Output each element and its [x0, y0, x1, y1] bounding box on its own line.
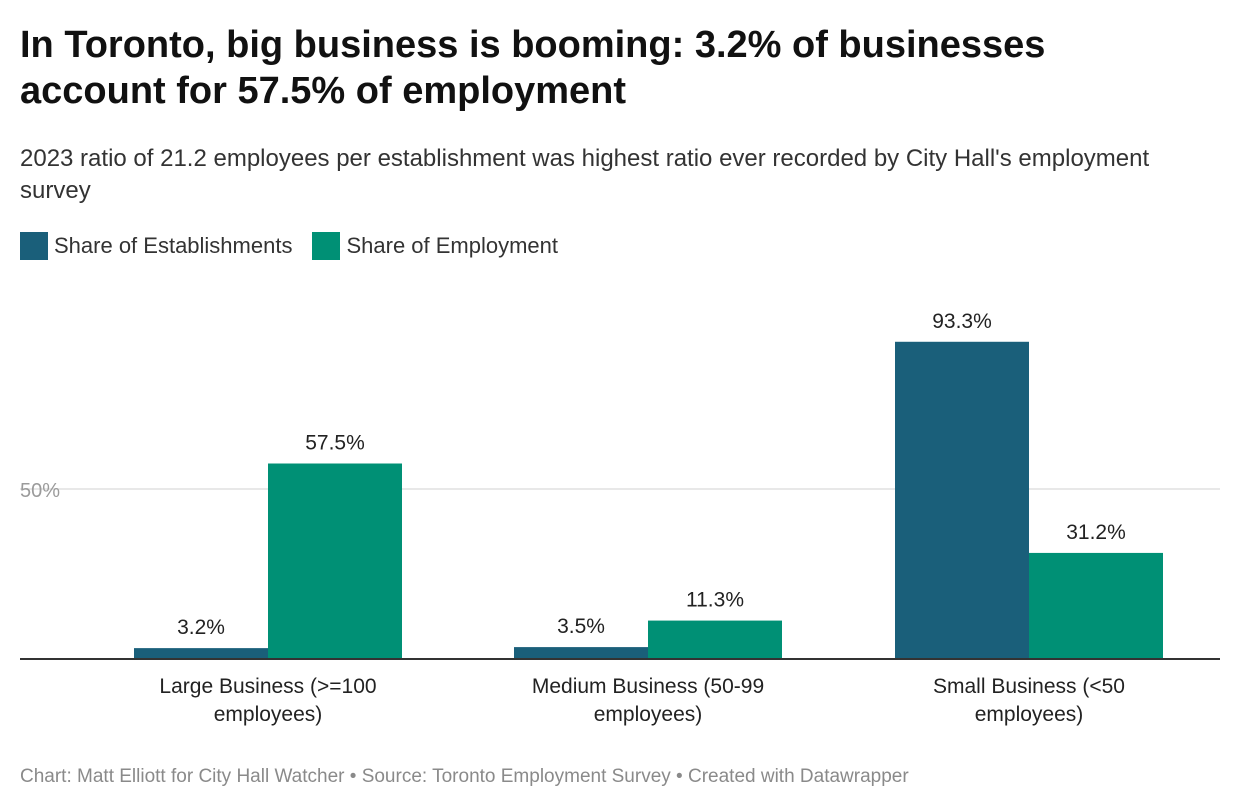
data-label-employment-1: 11.3% [686, 589, 744, 612]
bar-establishments-0 [134, 648, 268, 659]
data-label-employment-2: 31.2% [1066, 521, 1126, 544]
bar-employment-1 [648, 620, 782, 659]
x-tick-label-2-line-0: Small Business (<50 [933, 675, 1125, 698]
legend-item-employment: Share of Employment [312, 232, 558, 260]
legend-swatch-employment [312, 232, 341, 260]
bar-establishments-2 [895, 341, 1029, 659]
y-tick-label-0: 50% [20, 480, 60, 502]
legend-label-establishments: Share of Establishments [54, 233, 293, 258]
chart-subtitle: 2023 ratio of 21.2 employees per establi… [20, 145, 1150, 204]
chart-title: In Toronto, big business is booming: 3.2… [20, 24, 1046, 112]
legend-swatch-establishments [20, 232, 48, 260]
x-tick-label-2-line-1: employees) [975, 703, 1084, 726]
bar-chart: 50% 3.2% 3.5% 93.3% 57.5% 11.3% 31.2% Large Bus… [20, 310, 1220, 726]
x-tick-label-0-line-0: Large Business (>=100 [159, 675, 376, 698]
x-tick-label-1-line-1: employees) [594, 703, 703, 726]
bar-employment-2 [1029, 552, 1163, 659]
legend-label-employment: Share of Employment [346, 233, 559, 258]
chart-footer: Chart: Matt Elliott for City Hall Watche… [20, 766, 909, 787]
bar-establishments-1 [514, 647, 648, 659]
legend: Share of Establishments Share of Employm… [20, 231, 578, 261]
legend-item-establishments: Share of Establishments [20, 232, 292, 260]
bar-employment-0 [268, 463, 402, 659]
data-label-establishments-0: 3.2% [177, 616, 225, 639]
x-tick-label-0-line-1: employees) [214, 703, 323, 726]
x-tick-label-1-line-0: Medium Business (50-99 [532, 675, 764, 698]
data-label-establishments-1: 3.5% [557, 615, 605, 638]
data-label-establishments-2: 93.3% [932, 310, 992, 333]
data-label-employment-0: 57.5% [305, 432, 365, 455]
